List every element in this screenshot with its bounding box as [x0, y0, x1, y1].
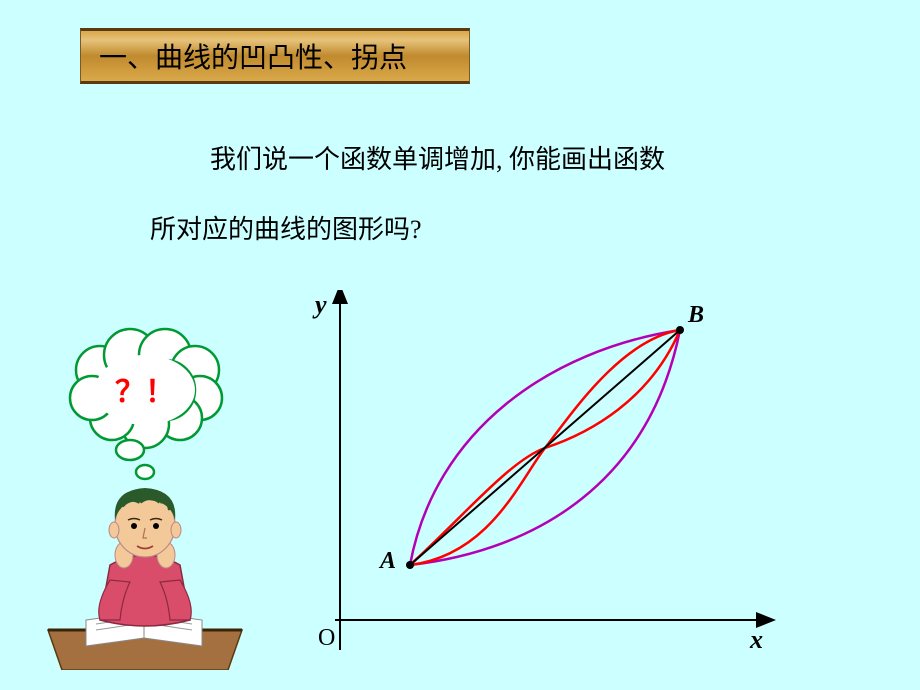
point-b-label: B [688, 302, 704, 329]
origin-label: O [318, 625, 335, 652]
thinker-illustration: ？！ [40, 320, 250, 670]
body-line-1: 我们说一个函数单调增加, 你能画出函数 [210, 140, 665, 179]
body-line-2: 所对应的曲线的图形吗? [150, 210, 422, 249]
curve-chart: y x O A B [300, 290, 780, 670]
section-title: 一、曲线的凹凸性、拐点 [99, 36, 407, 76]
chart-svg [300, 290, 780, 670]
y-axis-label: y [315, 290, 327, 320]
section-title-box: 一、曲线的凹凸性、拐点 [80, 28, 470, 84]
x-axis-label: x [750, 625, 763, 655]
svg-text:？！: ？！ [115, 376, 175, 409]
point-a-label: A [380, 548, 396, 575]
